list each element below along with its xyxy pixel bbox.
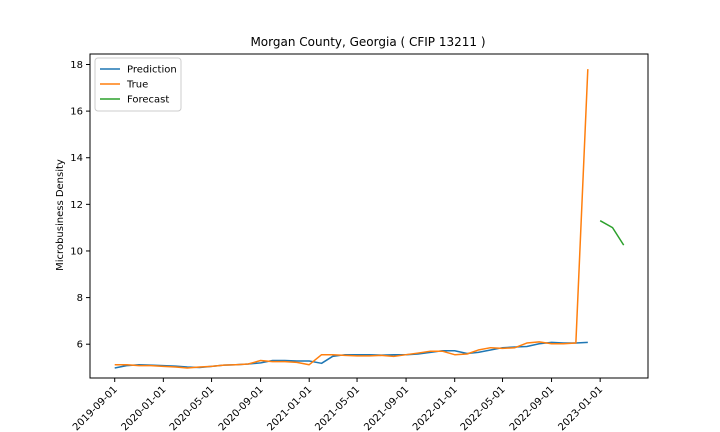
y-tick-label: 10 bbox=[70, 246, 83, 257]
y-tick-label: 14 bbox=[70, 153, 83, 164]
legend-label-true: True bbox=[126, 80, 148, 91]
y-tick-label: 6 bbox=[77, 340, 83, 351]
x-tick-label: 2022-01-01 bbox=[411, 384, 460, 432]
chart-title: Morgan County, Georgia ( CFIP 13211 ) bbox=[250, 35, 485, 49]
x-tick-label: 2019-09-01 bbox=[71, 384, 120, 432]
legend-label-prediction: Prediction bbox=[127, 65, 177, 76]
legend: Prediction True Forecast bbox=[94, 57, 182, 112]
series-line-true bbox=[114, 69, 589, 369]
y-tick-label: 18 bbox=[70, 60, 83, 71]
axes-frame bbox=[89, 53, 649, 379]
x-tick-label: 2020-01-01 bbox=[120, 384, 169, 432]
y-tick-label: 8 bbox=[77, 293, 83, 304]
x-tick-label: 2022-09-01 bbox=[508, 384, 557, 432]
y-tick-label: 16 bbox=[70, 107, 83, 118]
x-tick-label: 2020-09-01 bbox=[217, 384, 266, 432]
y-axis-label: Microbusiness Density bbox=[55, 159, 66, 271]
x-tick-label: 2021-09-01 bbox=[362, 384, 411, 432]
x-tick-label: 2021-01-01 bbox=[265, 384, 314, 432]
x-tick-label: 2022-05-01 bbox=[459, 384, 508, 432]
y-tick-label: 12 bbox=[70, 200, 83, 211]
series-line-forecast bbox=[599, 220, 625, 246]
legend-box bbox=[94, 57, 182, 112]
legend-label-forecast: Forecast bbox=[127, 95, 169, 106]
x-tick-label: 2021-05-01 bbox=[313, 384, 362, 432]
x-tick-label: 2023-01-01 bbox=[556, 384, 605, 432]
x-tick-label: 2020-05-01 bbox=[168, 384, 217, 432]
